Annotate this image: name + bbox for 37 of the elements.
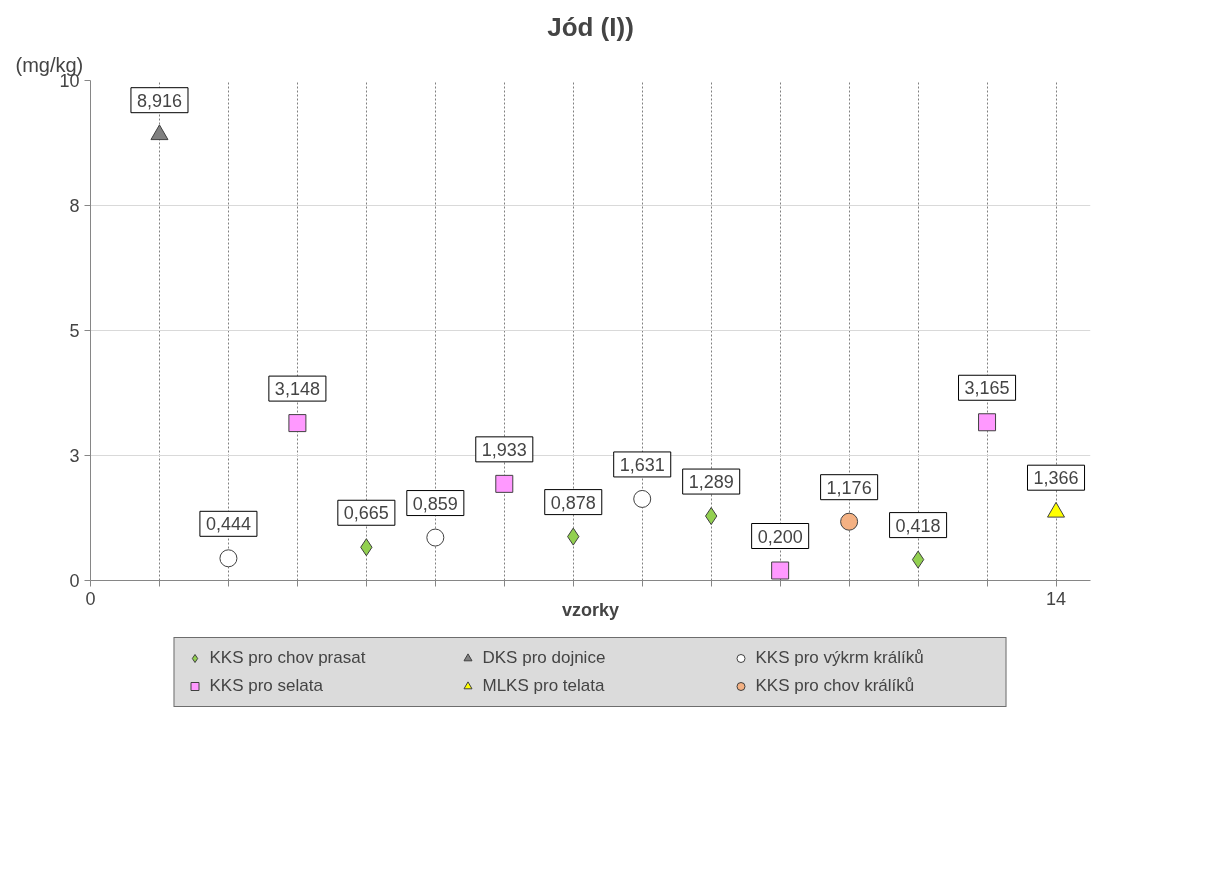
point	[978, 413, 997, 432]
x-tick-label: 14	[1046, 588, 1067, 609]
legend-label: KKS pro chov prasat	[209, 648, 367, 668]
data-label: 0,665	[343, 503, 389, 524]
point	[288, 414, 307, 433]
data-label: 0,859	[412, 493, 458, 514]
data-label: 0,418	[895, 515, 941, 536]
chart-title: Jód (I))	[547, 11, 634, 42]
point	[771, 561, 790, 580]
data-label: 1,933	[481, 439, 527, 460]
point	[633, 489, 652, 508]
data-label: 1,176	[826, 477, 872, 498]
data-label: 0,878	[550, 492, 596, 513]
data-label: 0,444	[205, 514, 251, 535]
data-label: 3,165	[964, 378, 1010, 399]
point	[495, 474, 514, 493]
legend-label: KKS pro chov králíků	[755, 676, 916, 696]
legend-label: KKS pro selata	[209, 676, 324, 696]
point	[426, 528, 445, 547]
legend-label: MLKS pro telata	[482, 676, 606, 696]
point	[911, 550, 925, 569]
data-label: 0,200	[757, 526, 803, 547]
data-label: 1,366	[1033, 468, 1079, 489]
y-tick-label: 3	[69, 446, 80, 466]
point	[150, 124, 169, 141]
data-label: 1,631	[619, 454, 665, 475]
data-label: 8,916	[136, 90, 182, 111]
y-tick-label: 0	[69, 571, 80, 591]
y-tick-label: 8	[69, 196, 80, 216]
data-label: 1,289	[688, 472, 734, 493]
point	[840, 512, 859, 531]
point	[219, 549, 238, 568]
x-axis-title: vzorky	[561, 599, 620, 620]
legend-label: KKS pro výkrm králíků	[755, 648, 925, 668]
data-label: 3,148	[274, 379, 320, 400]
y-tick-label: 5	[69, 321, 80, 341]
legend-label: DKS pro dojnice	[482, 648, 607, 668]
